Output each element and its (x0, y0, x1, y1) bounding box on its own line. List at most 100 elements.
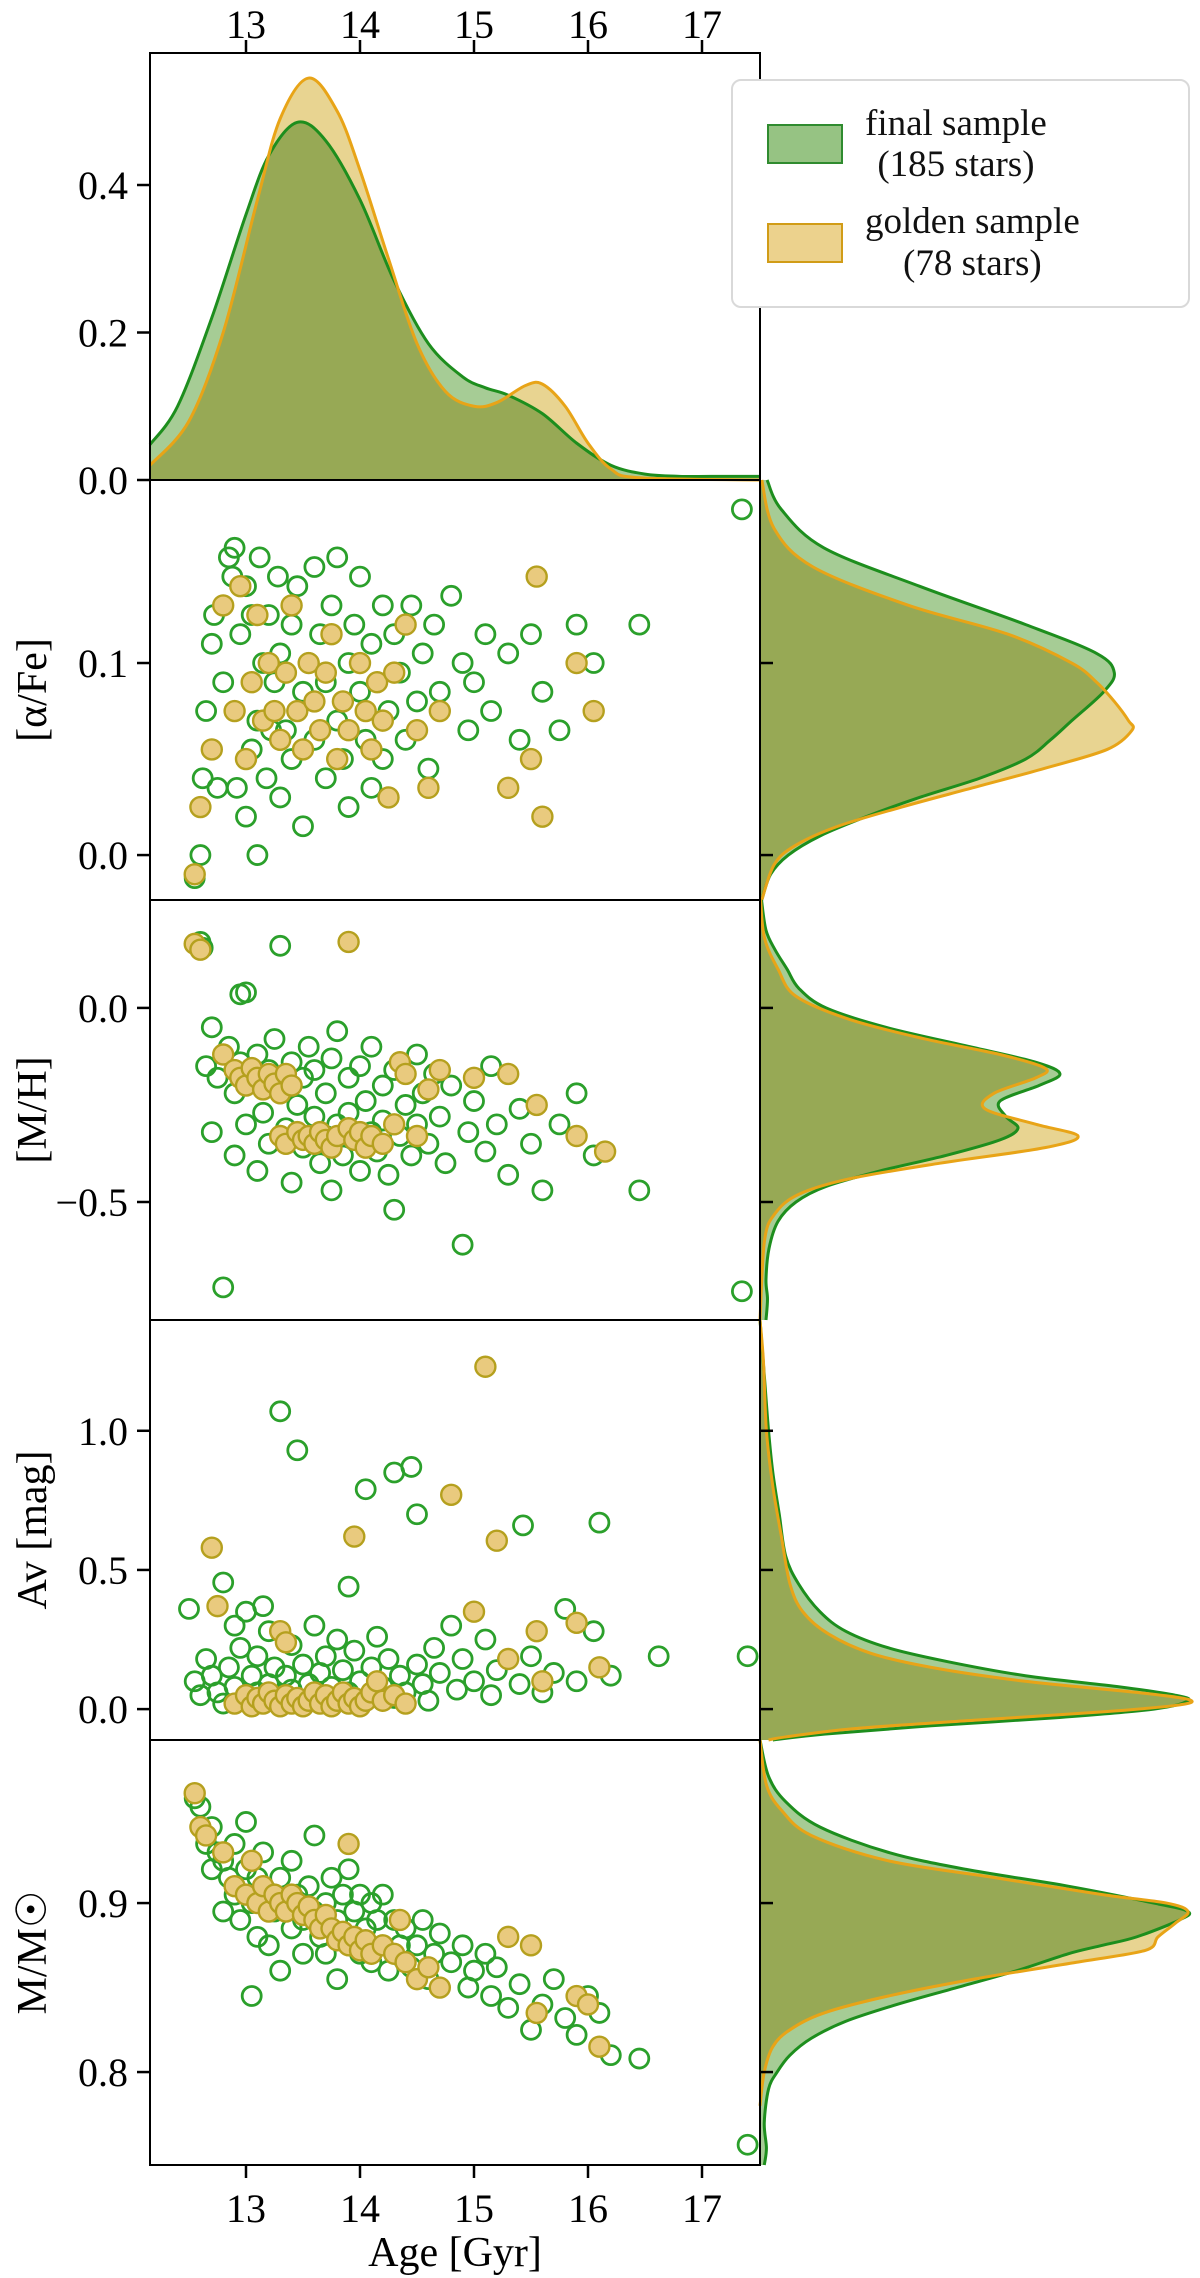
scatter-point-green (235, 805, 257, 828)
scatter-point-gold (531, 805, 554, 828)
scatter-point-gold (331, 690, 355, 713)
scatter-point-gold (211, 1043, 235, 1066)
marginal-alpha-fe-gold-line (760, 479, 1135, 901)
scatter-point-green (337, 1858, 360, 1881)
scatter-point-gold (497, 1647, 520, 1671)
scatter-point-gold (428, 1976, 451, 1999)
scatter-point-green (206, 776, 229, 799)
scatter-point-green (463, 1090, 485, 1112)
panel-mass-frame (149, 1739, 761, 2166)
golden-sample-line1: golden sample (865, 201, 1080, 243)
scatter-point-green (331, 1659, 354, 1682)
scatter-point-gold (263, 699, 286, 723)
scatter-point-green (474, 1628, 497, 1651)
scatter-point-gold (280, 594, 303, 617)
scatter-point-green (628, 1179, 651, 1202)
tick-label-m-h: −0.5 (55, 1180, 128, 1225)
scatter-point-green (354, 1478, 377, 1501)
scatter-point-gold (337, 930, 360, 954)
scatter-point-green (326, 546, 349, 569)
scatter-point-gold (525, 2001, 548, 2025)
scatter-point-green (269, 934, 292, 957)
scatter-point-gold (343, 1525, 366, 1548)
scatter-point-green (508, 1673, 531, 1695)
tick-label-av: 1.0 (78, 1409, 128, 1454)
scatter-point-gold (576, 1993, 600, 2016)
scatter-point-green (400, 1144, 423, 1167)
scatter-point-green (428, 1105, 451, 1128)
scatter-point-green (628, 613, 651, 636)
scatter-point-gold (474, 1355, 497, 1378)
scatter-point-gold (183, 1782, 206, 1805)
scatter-point-gold (240, 1849, 263, 1873)
scatter-point-green (406, 1503, 428, 1526)
marginal-alpha-fe-green-line (760, 479, 1116, 901)
scatter-point-green (628, 2047, 651, 2070)
scatter-point-gold (371, 1132, 394, 1155)
scatter-point-green (229, 623, 252, 646)
scatter-point-green (542, 1968, 565, 1991)
scatter-point-green (434, 1152, 457, 1175)
scatter-point-green (349, 1160, 371, 1182)
scatter-point-green (474, 1140, 497, 1163)
scatter-point-green (508, 1973, 531, 1996)
scatter-point-gold (383, 1113, 406, 1136)
scatter-point-gold (303, 690, 326, 713)
scatter-point-green (195, 700, 218, 722)
marginal-m-h-green-line (760, 899, 1062, 1321)
scatter-point-green (326, 1020, 349, 1043)
scatter-point-green (497, 642, 520, 665)
scatter-point-gold (405, 719, 429, 742)
tick-label-alpha-fe: 0.1 (78, 641, 128, 686)
scatter-point-gold (320, 623, 343, 646)
scatter-point-green (554, 1598, 577, 1620)
scatter-point-green (331, 1883, 354, 1906)
marginal-mass-gold-line (758, 1739, 1190, 2107)
scatter-point-green (457, 1121, 480, 1144)
scatter-point-green (565, 1082, 588, 1105)
tick-label-age-kde: 0.2 (78, 311, 128, 356)
scatter-point-green (440, 1951, 463, 1974)
scatter-point-gold (565, 1124, 588, 1148)
scatter-point-gold (194, 1824, 218, 1847)
scatter-point-green (343, 1639, 366, 1662)
scatter-point-green (428, 1662, 451, 1684)
scatter-point-gold (394, 1692, 417, 1715)
x-axis-label: Age [Gyr] (368, 2230, 542, 2276)
scatter-point-gold (183, 863, 206, 886)
scatter-point-gold (269, 728, 292, 752)
scatter-point-green (349, 565, 371, 588)
scatter-point-green (297, 1035, 320, 1058)
scatter-point-green (485, 1956, 508, 1979)
scatter-point-green (269, 786, 292, 809)
scatter-point-gold (257, 651, 280, 675)
scatter-point-gold (337, 1832, 360, 1856)
scatter-point-green (212, 1900, 235, 1923)
scatter-point-green (406, 690, 428, 713)
scatter-point-gold (189, 938, 212, 961)
scatter-point-gold (274, 661, 298, 684)
scatter-point-green (246, 1160, 269, 1182)
scatter-point-green (731, 1280, 753, 1303)
scatter-point-gold (383, 661, 406, 684)
scatter-point-green (400, 1456, 423, 1478)
marginal-av-gold-fill (760, 1320, 1193, 1740)
scatter-point-green (240, 1985, 263, 2007)
scatter-point-green (520, 1645, 542, 1668)
scatter-point-gold (462, 1600, 486, 1623)
scatter-point-gold (394, 613, 417, 636)
scatter-point-green (565, 2023, 588, 2046)
scatter-point-green (377, 1648, 400, 1670)
scatter-point-gold (240, 671, 263, 694)
scatter-point-green (326, 1968, 349, 1991)
scatter-point-green (512, 1514, 534, 1537)
scatter-point-gold (274, 1631, 298, 1654)
age-kde-gold-line (148, 76, 760, 482)
scatter-point-green (463, 1670, 485, 1693)
scatter-point-green (303, 1824, 326, 1847)
scatter-point-green (383, 1198, 406, 1221)
scatter-point-gold (428, 699, 451, 723)
scatter-point-green (248, 546, 271, 569)
scatter-point-green (320, 1179, 343, 1202)
scatter-point-green (406, 1934, 428, 1957)
